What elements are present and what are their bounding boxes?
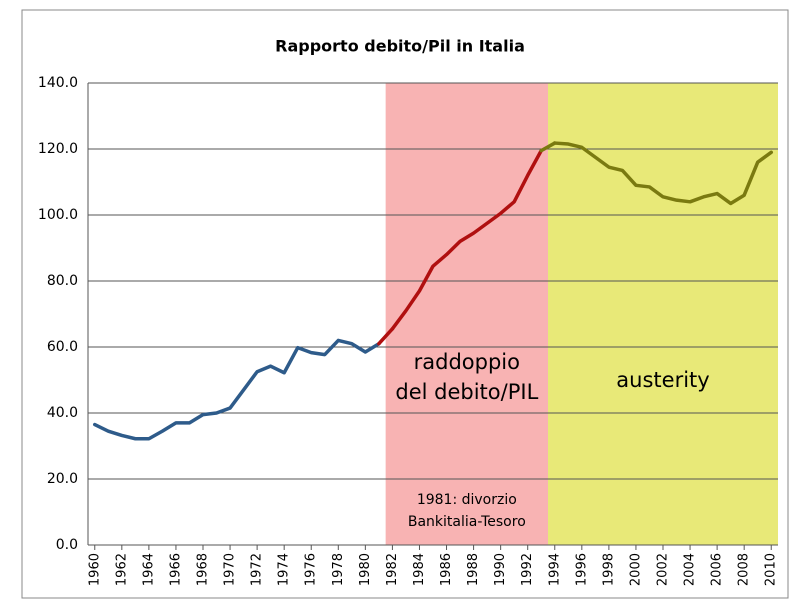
chart-title: Rapporto debito/Pil in Italia bbox=[275, 37, 525, 56]
x-tick-label: 2002 bbox=[656, 553, 671, 586]
x-tick-label: 1984 bbox=[412, 553, 427, 586]
y-tick-label: 100.0 bbox=[38, 207, 78, 223]
x-tick-label: 1990 bbox=[493, 553, 508, 586]
region-note: 1981: divorzio bbox=[417, 492, 517, 508]
x-tick-label: 1994 bbox=[547, 553, 562, 586]
shaded-region bbox=[385, 83, 548, 545]
x-tick-label: 2008 bbox=[737, 553, 752, 586]
x-tick-label: 1978 bbox=[331, 553, 346, 586]
shaded-region bbox=[548, 83, 778, 545]
y-tick-label: 60.0 bbox=[47, 339, 78, 355]
y-tick-label: 140.0 bbox=[38, 75, 78, 91]
x-tick-label: 1992 bbox=[520, 553, 535, 586]
region-label: del debito/PIL bbox=[395, 380, 538, 404]
y-tick-label: 0.0 bbox=[56, 537, 78, 553]
x-tick-label: 2006 bbox=[710, 553, 725, 586]
x-tick-label: 1998 bbox=[601, 553, 616, 586]
x-tick-label: 1972 bbox=[250, 553, 265, 586]
x-tick-label: 1968 bbox=[196, 553, 211, 586]
x-tick-label: 1960 bbox=[87, 553, 102, 586]
x-tick-label: 1988 bbox=[466, 553, 481, 586]
y-tick-label: 120.0 bbox=[38, 141, 78, 157]
x-tick-label: 2004 bbox=[683, 553, 698, 586]
x-tick-label: 2000 bbox=[628, 553, 643, 586]
x-tick-label: 1974 bbox=[277, 553, 292, 586]
series-line bbox=[553, 141, 773, 206]
y-tick-label: 80.0 bbox=[47, 273, 78, 289]
x-tick-label: 1966 bbox=[168, 553, 183, 586]
x-tick-label: 1962 bbox=[114, 553, 129, 586]
series-line bbox=[390, 148, 543, 331]
x-tick-label: 1982 bbox=[385, 553, 400, 586]
series-line bbox=[93, 338, 381, 441]
x-tick-label: 1964 bbox=[141, 553, 156, 586]
x-tick-label: 2010 bbox=[764, 553, 779, 586]
region-label: raddoppio bbox=[414, 350, 520, 374]
x-tick-label: 1996 bbox=[574, 553, 589, 586]
x-tick-label: 1976 bbox=[304, 553, 319, 586]
y-tick-label: 20.0 bbox=[47, 471, 78, 487]
region-note: Bankitalia-Tesoro bbox=[408, 514, 526, 530]
x-tick-label: 1980 bbox=[358, 553, 373, 586]
x-tick-label: 1986 bbox=[439, 553, 454, 586]
region-label: austerity bbox=[616, 368, 709, 392]
series-connector bbox=[377, 327, 395, 346]
y-tick-label: 40.0 bbox=[47, 405, 78, 421]
x-tick-label: 1970 bbox=[223, 553, 238, 586]
series-connector bbox=[539, 141, 557, 153]
